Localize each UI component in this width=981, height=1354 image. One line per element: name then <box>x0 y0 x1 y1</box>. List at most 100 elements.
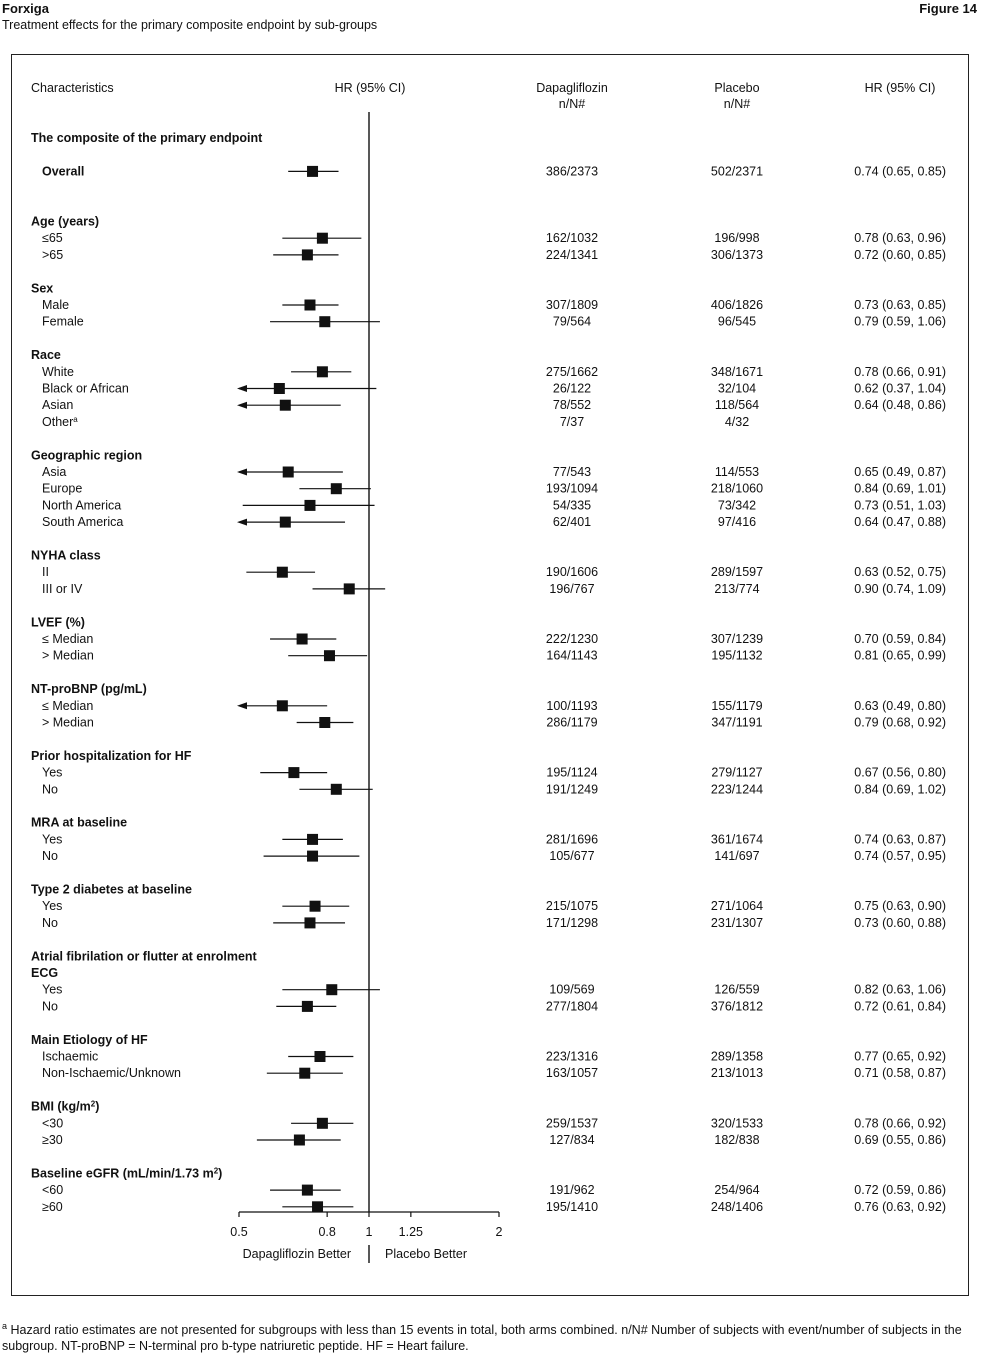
row-label: ≤ Median <box>42 632 93 646</box>
row-label: South America <box>42 515 123 529</box>
x-axis-tick-label: 1.25 <box>399 1225 423 1239</box>
row-hr-text: 0.72 (0.59, 0.86) <box>854 1183 946 1197</box>
row-placebo-count: 196/998 <box>714 231 759 245</box>
row-dapagliflozin-count: 224/1341 <box>546 248 598 262</box>
row-placebo-count: 289/1597 <box>711 565 763 579</box>
row-hr-text: 0.73 (0.63, 0.85) <box>854 298 946 312</box>
footnote: a Hazard ratio estimates are not present… <box>2 1318 972 1354</box>
row-placebo-count: 73/342 <box>718 498 756 512</box>
hr-point-marker <box>279 516 291 528</box>
row-placebo-count: 248/1406 <box>711 1200 763 1214</box>
forest-plot: Characteristics HR (95% CI) Dapagliflozin n… <box>31 81 946 1263</box>
row-placebo-count: 213/1013 <box>711 1066 763 1080</box>
row-dapagliflozin-count: 215/1075 <box>546 899 598 913</box>
row-hr-text: 0.72 (0.61, 0.84) <box>854 999 946 1013</box>
hr-point-marker <box>288 767 300 779</box>
hr-point-marker <box>301 249 313 261</box>
row-hr-text: 0.76 (0.63, 0.92) <box>854 1200 946 1214</box>
row-label: Black or African <box>42 382 129 396</box>
row-label: Yes <box>42 832 62 846</box>
row-label: No <box>42 916 58 930</box>
row-dapagliflozin-count: 277/1804 <box>546 999 598 1013</box>
row-hr-text: 0.63 (0.49, 0.80) <box>854 699 946 713</box>
row-hr-text: 0.64 (0.48, 0.86) <box>854 398 946 412</box>
row-placebo-count: 320/1533 <box>711 1116 763 1130</box>
row-placebo-count: 32/104 <box>718 382 756 396</box>
row-placebo-count: 376/1812 <box>711 999 763 1013</box>
row-hr-text: 0.81 (0.65, 0.99) <box>854 649 946 663</box>
row-dapagliflozin-count: 223/1316 <box>546 1050 598 1064</box>
row-label: Non-Ischaemic/Unknown <box>42 1066 181 1080</box>
hr-point-marker <box>301 1184 313 1196</box>
row-dapagliflozin-count: 190/1606 <box>546 565 598 579</box>
row-dapagliflozin-count: 105/677 <box>549 849 594 863</box>
row-placebo-count: 96/545 <box>718 315 756 329</box>
row-dapagliflozin-count: 171/1298 <box>546 916 598 930</box>
ci-arrow-left <box>237 468 247 476</box>
x-axis-tick-label: 0.8 <box>318 1225 335 1239</box>
hr-point-marker <box>293 1134 305 1146</box>
row-dapagliflozin-count: 259/1537 <box>546 1116 598 1130</box>
row-placebo-count: 126/559 <box>714 983 759 997</box>
row-label: > Median <box>42 649 94 663</box>
row-placebo-count: 307/1239 <box>711 632 763 646</box>
row-dapagliflozin-count: 26/122 <box>553 382 591 396</box>
row-placebo-count: 271/1064 <box>711 899 763 913</box>
hr-point-marker <box>304 499 316 511</box>
row-group-header: MRA at baseline <box>31 816 127 830</box>
row-group-header: Geographic region <box>31 448 142 462</box>
hr-point-marker <box>307 833 319 845</box>
row-dapagliflozin-count: 78/552 <box>553 398 591 412</box>
row-hr-text: 0.74 (0.65, 0.85) <box>854 164 946 178</box>
col-header-placebo: Placebo <box>714 81 759 95</box>
row-hr-text: 0.78 (0.66, 0.91) <box>854 365 946 379</box>
row-placebo-count: 4/32 <box>725 415 749 429</box>
row-label: <30 <box>42 1116 63 1130</box>
row-group-header: ECG <box>31 966 58 980</box>
ci-arrow-left <box>237 385 247 392</box>
row-placebo-count: 114/553 <box>715 465 759 479</box>
row-label: Yes <box>42 983 62 997</box>
direction-label-placebo-better: Placebo Better <box>385 1247 467 1261</box>
row-hr-text: 0.79 (0.68, 0.92) <box>854 716 946 730</box>
footnote-marker: a <box>2 1321 8 1331</box>
row-dapagliflozin-count: 196/767 <box>549 582 594 596</box>
row-placebo-count: 141/697 <box>714 849 759 863</box>
hr-point-marker <box>309 900 321 912</box>
row-placebo-count: 279/1127 <box>711 766 762 780</box>
col-header-characteristics: Characteristics <box>31 81 114 95</box>
row-dapagliflozin-count: 62/401 <box>553 515 591 529</box>
hr-point-marker <box>319 717 331 728</box>
row-label: North America <box>42 498 121 512</box>
hr-point-marker <box>312 1201 324 1213</box>
row-label: ≥60 <box>42 1200 63 1214</box>
row-hr-text: 0.90 (0.74, 1.09) <box>854 582 946 596</box>
row-label: Europe <box>42 482 82 496</box>
row-label: No <box>42 999 58 1013</box>
row-placebo-count: 348/1671 <box>711 365 763 379</box>
row-hr-text: 0.63 (0.52, 0.75) <box>854 565 946 579</box>
row-placebo-count: 406/1826 <box>711 298 763 312</box>
row-hr-text: 0.71 (0.58, 0.87) <box>854 1066 946 1080</box>
hr-point-marker <box>296 633 308 645</box>
row-hr-text: 0.82 (0.63, 1.06) <box>854 983 946 997</box>
row-label: No <box>42 849 58 863</box>
chart-frame <box>11 54 969 1296</box>
row-dapagliflozin-count: 100/1193 <box>546 699 597 713</box>
hr-point-marker <box>307 850 319 862</box>
hr-point-marker <box>343 583 355 595</box>
row-group-header: Baseline eGFR (mL/min/1.73 m2) <box>31 1166 222 1181</box>
row-hr-text: 0.74 (0.57, 0.95) <box>854 849 946 863</box>
row-placebo-count: 182/838 <box>714 1133 759 1147</box>
hr-point-marker <box>316 366 328 378</box>
row-label: Male <box>42 298 69 312</box>
row-hr-text: 0.77 (0.65, 0.92) <box>854 1050 946 1064</box>
row-label: > Median <box>42 716 94 730</box>
hr-point-marker <box>299 1067 311 1079</box>
row-placebo-count: 254/964 <box>714 1183 759 1197</box>
row-label: Asia <box>42 465 66 479</box>
col-header-placebo-sub: n/N# <box>724 97 750 111</box>
row-hr-text: 0.78 (0.63, 0.96) <box>854 231 946 245</box>
row-hr-text: 0.79 (0.59, 1.06) <box>854 315 946 329</box>
footnote-text: Hazard ratio estimates are not presented… <box>2 1323 962 1354</box>
